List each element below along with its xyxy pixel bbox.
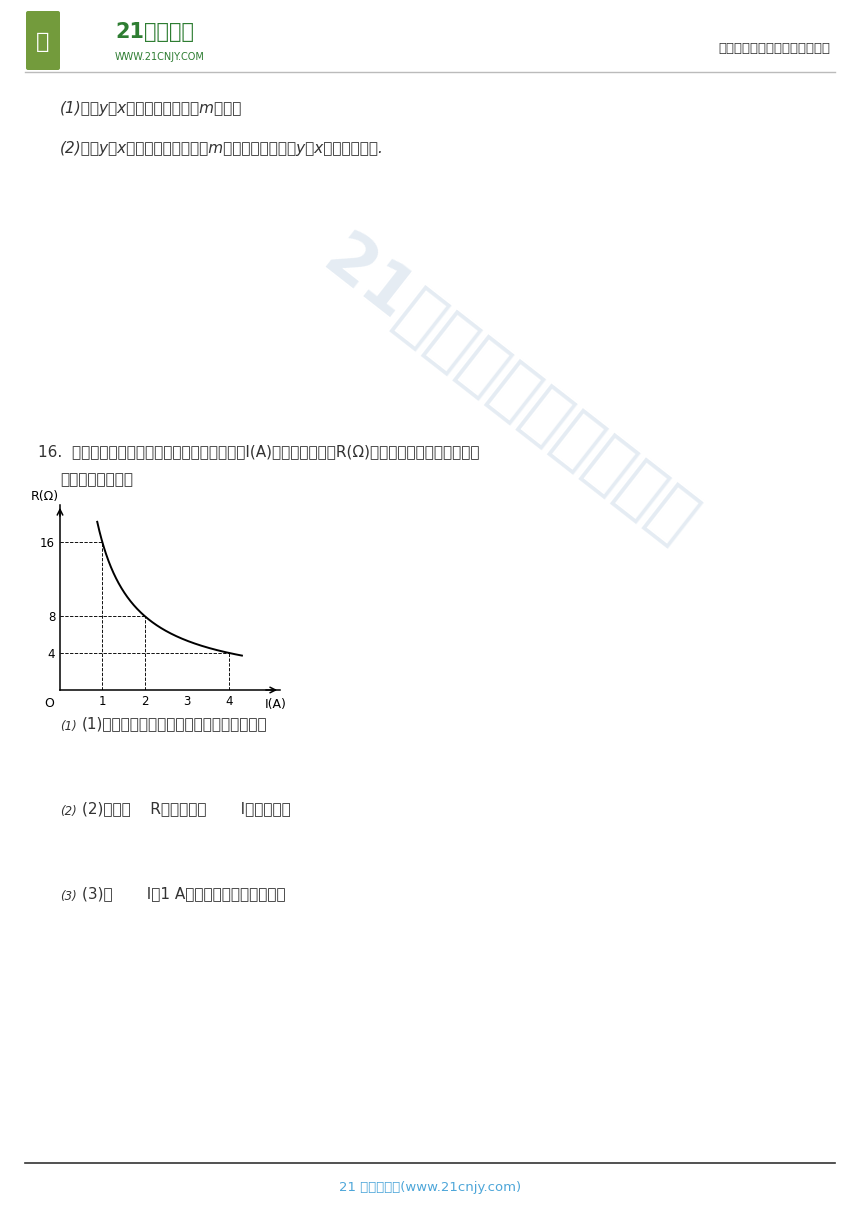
Text: 人: 人 xyxy=(36,32,50,52)
Text: (1)这个函数反映了哪两个变量之间的关系？: (1)这个函数反映了哪两个变量之间的关系？ xyxy=(82,716,267,731)
Text: (1)如果y是x的正比例函数，求m的値；: (1)如果y是x的正比例函数，求m的値； xyxy=(60,101,243,116)
Text: (2): (2) xyxy=(60,805,77,818)
Text: 21世纪教育: 21世纪教育 xyxy=(115,22,194,43)
Text: 16.  如图是在固定的电压下，通过一电阵的电流I(A)与该电阵的阻値R(Ω)之间的关系变化图．根据图: 16. 如图是在固定的电压下，通过一电阵的电流I(A)与该电阵的阻値R(Ω)之间… xyxy=(38,445,480,460)
Text: (1): (1) xyxy=(60,720,77,733)
Text: 中小学教育资源及组卷应用平台: 中小学教育资源及组卷应用平台 xyxy=(718,41,830,55)
Text: R(Ω): R(Ω) xyxy=(31,490,59,503)
Text: (2)电阵値    R是关于电流       I的函数吗？: (2)电阵値 R是关于电流 I的函数吗？ xyxy=(82,801,291,816)
Text: 21 世纪教育网(www.21cnjy.com): 21 世纪教育网(www.21cnjy.com) xyxy=(339,1182,521,1194)
Text: WWW.21CNJY.COM: WWW.21CNJY.COM xyxy=(115,52,205,62)
Text: (3): (3) xyxy=(60,890,77,903)
Text: O: O xyxy=(45,697,54,710)
Text: 象回答下列问题：: 象回答下列问题： xyxy=(60,473,133,488)
Text: 21世纪教育网精选资料: 21世纪教育网精选资料 xyxy=(311,225,709,556)
Text: I(A): I(A) xyxy=(265,698,286,711)
Text: (2)如果y是x的反比例函数，求出m的値，并写出此时y与x的函数关系式.: (2)如果y是x的反比例函数，求出m的値，并写出此时y与x的函数关系式. xyxy=(60,141,384,156)
Text: (3)当       I＝1 A时，电阵的阻値是多少？: (3)当 I＝1 A时，电阵的阻値是多少？ xyxy=(82,886,286,901)
FancyBboxPatch shape xyxy=(26,11,60,71)
